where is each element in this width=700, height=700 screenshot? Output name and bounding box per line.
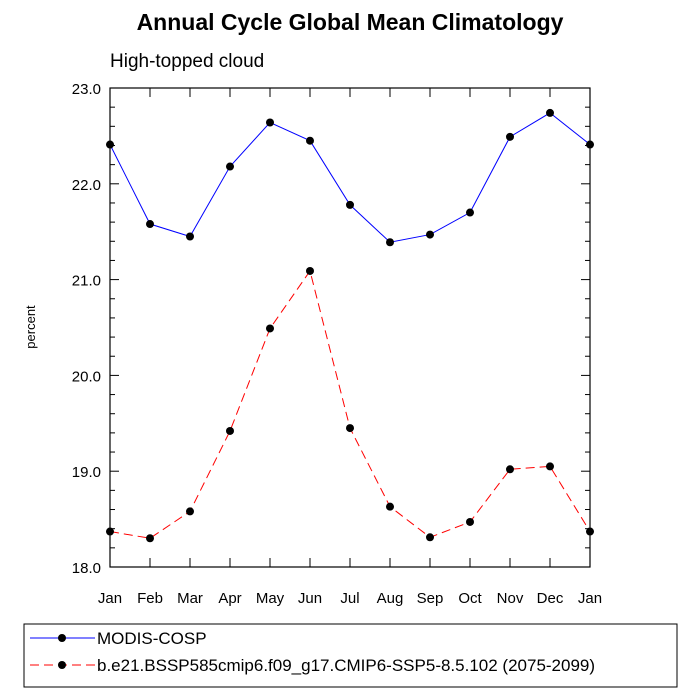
data-point bbox=[466, 517, 474, 526]
data-point bbox=[306, 136, 314, 145]
x-tick-label: Jun bbox=[298, 590, 322, 607]
x-tick-label: Mar bbox=[177, 590, 203, 607]
tick-labels-layer: Jan Feb Mar Apr May Jun Jul Aug Sep Oct Nov Dec Jan 1… bbox=[72, 81, 602, 607]
data-point bbox=[186, 507, 194, 516]
legend-marker bbox=[58, 661, 66, 669]
x-tick-label: Aug bbox=[377, 590, 404, 607]
data-point bbox=[546, 462, 554, 471]
data-point bbox=[506, 465, 514, 474]
chart-subtitle: High-topped cloud bbox=[110, 51, 264, 72]
y-tick-label: 20.0 bbox=[72, 368, 101, 385]
data-point bbox=[306, 266, 314, 275]
x-tick-label: Dec bbox=[537, 590, 564, 607]
data-point bbox=[546, 108, 554, 117]
data-point bbox=[506, 132, 514, 141]
data-point bbox=[386, 502, 394, 511]
legend-marker bbox=[58, 634, 66, 642]
x-tick-label: Feb bbox=[137, 590, 163, 607]
x-tick-label: Jul bbox=[340, 590, 359, 607]
x-tick-label: Jan bbox=[98, 590, 122, 607]
data-point bbox=[146, 220, 154, 229]
x-tick-label: Nov bbox=[497, 590, 524, 607]
data-point bbox=[146, 534, 154, 543]
y-tick-label: 19.0 bbox=[72, 464, 101, 481]
legend-box bbox=[23, 623, 678, 688]
legend: MODIS-COSP b.e21.BSSP585cmip6.f09_g17.CMI… bbox=[23, 623, 678, 688]
data-point bbox=[426, 230, 434, 239]
data-point bbox=[186, 232, 194, 241]
x-tick-label: May bbox=[256, 590, 285, 607]
data-point bbox=[386, 238, 394, 247]
data-point bbox=[226, 426, 234, 435]
plot-frame bbox=[109, 87, 591, 568]
x-tick-label: Sep bbox=[417, 590, 444, 607]
x-tick-label: Jan bbox=[578, 590, 602, 607]
chart-title: Annual Cycle Global Mean Climatology bbox=[137, 9, 564, 35]
ticks-layer bbox=[109, 87, 591, 568]
legend-label: b.e21.BSSP585cmip6.f09_g17.CMIP6-SSP5-8.… bbox=[97, 656, 595, 675]
y-axis-label: percent bbox=[23, 305, 38, 349]
data-point bbox=[346, 200, 354, 209]
y-tick-label: 21.0 bbox=[72, 273, 101, 290]
data-point bbox=[266, 118, 274, 127]
y-tick-label: 18.0 bbox=[72, 560, 101, 577]
series-line-2 bbox=[109, 269, 591, 539]
legend-label: MODIS-COSP bbox=[97, 629, 207, 648]
data-point bbox=[266, 324, 274, 333]
series-layer bbox=[106, 108, 594, 543]
series-line-1 bbox=[109, 112, 591, 243]
x-tick-label: Oct bbox=[458, 590, 482, 607]
x-tick-label: Apr bbox=[218, 590, 241, 607]
data-point bbox=[426, 533, 434, 542]
data-point bbox=[466, 208, 474, 217]
legend-entries: MODIS-COSP b.e21.BSSP585cmip6.f09_g17.CMI… bbox=[30, 629, 595, 675]
y-tick-label: 22.0 bbox=[72, 177, 101, 194]
y-tick-label: 23.0 bbox=[72, 81, 101, 98]
data-point bbox=[226, 162, 234, 171]
data-point bbox=[346, 424, 354, 433]
